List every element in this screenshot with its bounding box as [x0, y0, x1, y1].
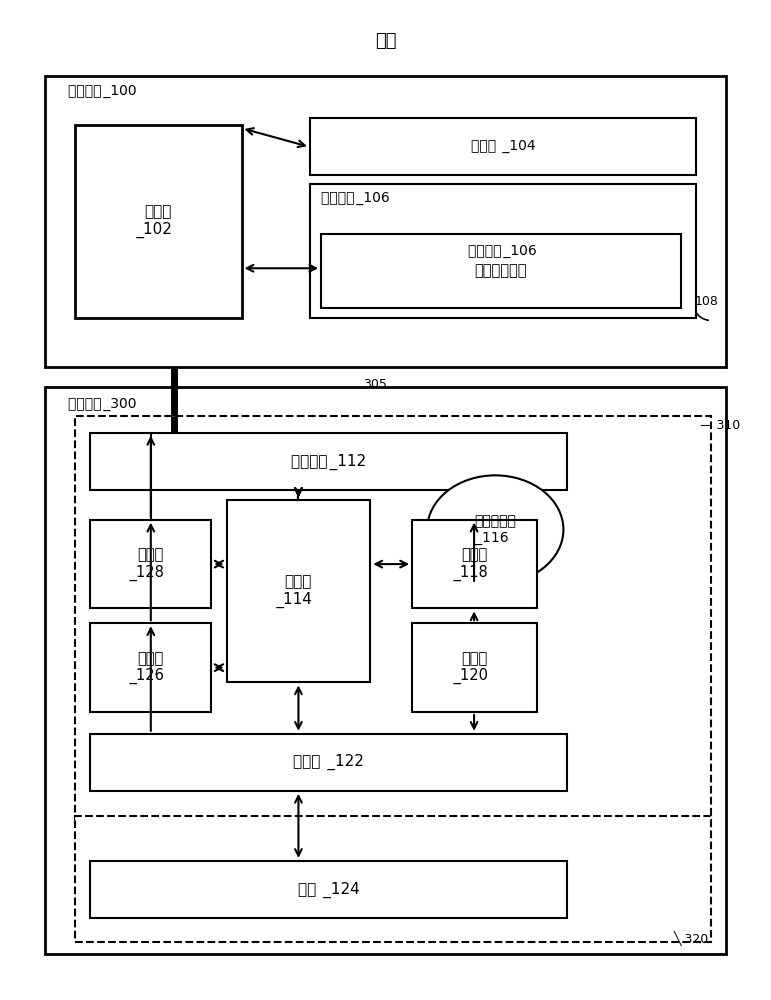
Text: 调制器
̲118: 调制器 ̲118	[460, 547, 488, 581]
Text: 双工器   ̲122: 双工器 ̲122	[293, 754, 364, 770]
Text: 发送器
̲120: 发送器 ̲120	[460, 651, 489, 684]
Text: 305: 305	[363, 378, 387, 391]
Text: 控制器
̲114: 控制器 ̲114	[284, 574, 313, 608]
FancyBboxPatch shape	[45, 387, 726, 954]
Text: 解调器
̲128: 解调器 ̲128	[137, 547, 165, 581]
FancyBboxPatch shape	[90, 861, 567, 918]
Text: 地面单元  ̲100: 地面单元 ̲100	[68, 84, 136, 98]
FancyBboxPatch shape	[90, 520, 211, 608]
FancyBboxPatch shape	[90, 433, 567, 490]
Text: 通信模块  ̲112: 通信模块 ̲112	[291, 453, 366, 470]
FancyBboxPatch shape	[310, 184, 696, 318]
FancyBboxPatch shape	[322, 234, 681, 308]
Text: 108: 108	[695, 295, 719, 308]
Text: 显示器   ̲104: 显示器 ̲104	[470, 139, 535, 153]
Ellipse shape	[427, 475, 564, 584]
Text: 天线   ̲124: 天线 ̲124	[298, 881, 359, 898]
FancyBboxPatch shape	[75, 416, 711, 820]
FancyBboxPatch shape	[75, 816, 711, 942]
Text: 接收器
̲126: 接收器 ̲126	[137, 651, 165, 684]
Text: 存储介质  ̲106: 存储介质 ̲106	[469, 244, 537, 258]
FancyBboxPatch shape	[412, 520, 537, 608]
FancyBboxPatch shape	[75, 125, 241, 318]
FancyBboxPatch shape	[45, 76, 726, 367]
Text: ╲ 320: ╲ 320	[673, 931, 709, 946]
Text: 信号处理模块: 信号处理模块	[475, 263, 527, 278]
FancyBboxPatch shape	[227, 500, 370, 682]
FancyBboxPatch shape	[412, 623, 537, 712]
Text: 系统: 系统	[375, 32, 396, 50]
Text: — 310: — 310	[700, 419, 740, 432]
FancyBboxPatch shape	[90, 734, 567, 791]
FancyBboxPatch shape	[90, 623, 211, 712]
Text: 地下单元  ̲300: 地下单元 ̲300	[68, 397, 136, 411]
FancyBboxPatch shape	[310, 118, 696, 175]
Text: 信号生成器
̲116: 信号生成器 ̲116	[474, 514, 517, 545]
Text: 处理器
̲102: 处理器 ̲102	[144, 205, 173, 238]
Text: 存储介质  ̲106: 存储介质 ̲106	[322, 191, 390, 205]
